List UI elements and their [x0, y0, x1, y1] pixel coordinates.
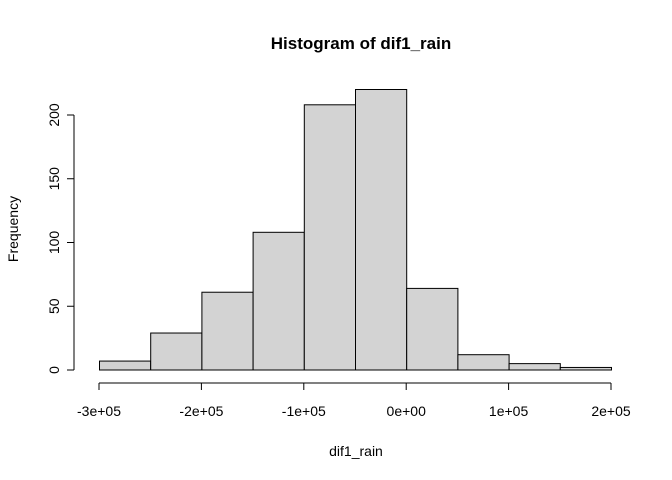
chart-title: Histogram of dif1_rain — [271, 34, 451, 53]
histogram-bar-8 — [508, 363, 561, 371]
y-tick-label-2: 100 — [46, 231, 62, 255]
x-axis: -3e+05 -2e+05 -1e+05 0e+00 1e+05 2e+05 — [77, 382, 631, 419]
x-axis-label: dif1_rain — [329, 443, 383, 459]
y-tick-label-0: 0 — [46, 366, 62, 374]
y-axis: 0 50 100 150 200 — [46, 103, 75, 374]
histogram-bar-9 — [559, 366, 612, 371]
histogram-bar-6 — [406, 287, 459, 371]
x-tick-label-4: 1e+05 — [489, 403, 529, 419]
y-axis-label: Frequency — [5, 196, 21, 262]
bars-layer — [99, 89, 612, 371]
y-tick-label-4: 200 — [46, 103, 62, 127]
y-tick-label-3: 150 — [46, 167, 62, 191]
x-tick-label-0: -3e+05 — [77, 403, 121, 419]
histogram-bar-0 — [99, 360, 152, 371]
x-tick-label-2: -1e+05 — [282, 403, 326, 419]
x-tick-label-1: -2e+05 — [179, 403, 223, 419]
histogram-bar-1 — [150, 332, 203, 371]
histogram-bar-5 — [355, 89, 408, 371]
histogram-bar-7 — [457, 354, 510, 371]
histogram-bar-2 — [201, 291, 254, 371]
x-tick-label-3: 0e+00 — [387, 403, 427, 419]
x-tick-label-5: 2e+05 — [591, 403, 631, 419]
y-tick-label-1: 50 — [46, 298, 62, 314]
histogram-bar-4 — [303, 104, 356, 371]
histogram-bar-3 — [252, 231, 305, 371]
